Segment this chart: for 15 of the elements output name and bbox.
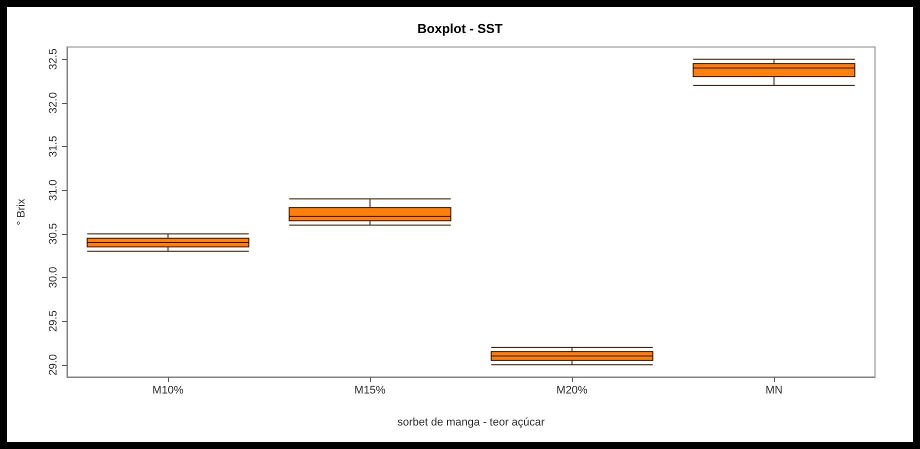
y-tick-label: 29.0 [48,354,60,376]
x-axis-title: sorbet de manga - teor açúcar [397,416,546,428]
x-tick-label: M15% [354,384,386,396]
x-tick-label: M20% [556,384,588,396]
y-tick-label: 32.5 [48,48,60,70]
x-tick-label: MN [765,384,783,396]
y-axis-title: ° Brix [16,198,28,226]
y-tick-label: 31.0 [48,179,60,201]
y-tick-label: 32.0 [48,92,60,114]
y-tick-label: 29.5 [48,310,60,332]
y-tick-label: 30.5 [48,223,60,245]
y-tick-label: 30.0 [48,266,60,288]
chart-title: Boxplot - SST [417,21,503,36]
y-tick-label: 31.5 [48,136,60,158]
x-tick-label: M10% [152,384,184,396]
